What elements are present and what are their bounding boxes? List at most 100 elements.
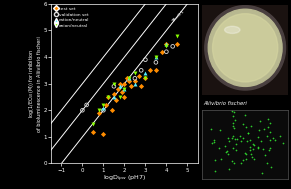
Point (101, 109, 106, 112)
Point (239, 161, 244, 164)
Point (244, 152, 249, 155)
Point (242, 152, 247, 155)
Point (111, 85, 116, 88)
Text: TR=0.1: TR=0.1 (171, 10, 185, 24)
Ellipse shape (225, 26, 240, 33)
Point (232, 161, 236, 164)
Point (170, 45, 175, 48)
Point (233, 138, 238, 141)
Point (91, 130, 95, 133)
Point (223, 144, 228, 147)
Point (139, 69, 143, 72)
Point (114, 98, 118, 101)
Point (175, 34, 179, 37)
Point (91, 122, 95, 125)
Point (154, 56, 158, 59)
Point (143, 71, 148, 74)
Point (126, 77, 131, 80)
Point (128, 85, 133, 88)
Point (111, 82, 116, 85)
Point (245, 132, 250, 135)
Point (268, 122, 273, 125)
Point (84, 103, 89, 106)
Point (118, 95, 123, 98)
Point (139, 85, 143, 88)
Point (126, 79, 131, 82)
Point (101, 106, 106, 109)
Point (97, 109, 102, 112)
Point (267, 130, 272, 133)
Point (126, 77, 131, 80)
Point (259, 171, 264, 174)
Point (160, 50, 164, 53)
Point (233, 119, 237, 122)
Point (260, 147, 265, 150)
Point (244, 125, 249, 128)
Point (217, 146, 221, 149)
Point (266, 118, 270, 121)
Point (109, 109, 114, 112)
Point (233, 142, 238, 145)
Point (164, 45, 169, 48)
Point (133, 79, 137, 82)
Point (225, 149, 230, 152)
Point (103, 103, 108, 106)
Point (122, 88, 127, 91)
Point (164, 50, 169, 53)
Point (281, 141, 286, 144)
Point (267, 146, 272, 149)
Point (122, 95, 127, 98)
Point (256, 135, 260, 138)
Point (273, 139, 277, 142)
Point (124, 77, 129, 80)
Point (235, 137, 240, 140)
Point (111, 95, 116, 98)
Point (243, 113, 248, 116)
Point (251, 142, 256, 145)
Y-axis label: log(1/EC$_{50}$(M)) for inhibition
of bioluminescence in Aliivibrio fischeri: log(1/EC$_{50}$(M)) for inhibition of bi… (27, 36, 42, 132)
Circle shape (212, 14, 278, 82)
Legend: test set, validation set, cation/neutral, anion/neutral: test set, validation set, cation/neutral… (53, 6, 90, 29)
Circle shape (208, 9, 282, 86)
Circle shape (205, 6, 285, 90)
Point (212, 141, 217, 144)
Point (248, 125, 253, 128)
Point (219, 158, 223, 161)
Point (143, 58, 148, 61)
Point (118, 82, 123, 85)
Point (246, 131, 250, 134)
Point (262, 154, 267, 157)
Point (116, 88, 120, 91)
Point (268, 139, 273, 142)
Point (213, 170, 217, 173)
Point (250, 148, 255, 151)
Point (231, 115, 236, 118)
Point (122, 88, 127, 91)
Point (229, 109, 234, 112)
Point (255, 146, 260, 149)
Point (267, 148, 272, 151)
Point (118, 85, 123, 88)
Point (101, 103, 106, 106)
Point (271, 137, 275, 140)
Point (154, 69, 158, 72)
Point (133, 82, 137, 85)
Point (230, 137, 235, 140)
Point (208, 128, 213, 131)
Point (256, 146, 261, 149)
Point (227, 168, 232, 171)
Point (230, 160, 235, 163)
Point (147, 69, 152, 72)
Point (97, 111, 102, 114)
Point (175, 42, 179, 45)
Point (225, 152, 230, 155)
Point (278, 134, 283, 137)
Point (122, 82, 127, 85)
Point (143, 77, 148, 80)
Point (231, 111, 236, 114)
Point (227, 139, 231, 142)
Point (154, 56, 158, 59)
Point (101, 133, 106, 136)
Point (266, 126, 271, 129)
Point (230, 134, 235, 137)
